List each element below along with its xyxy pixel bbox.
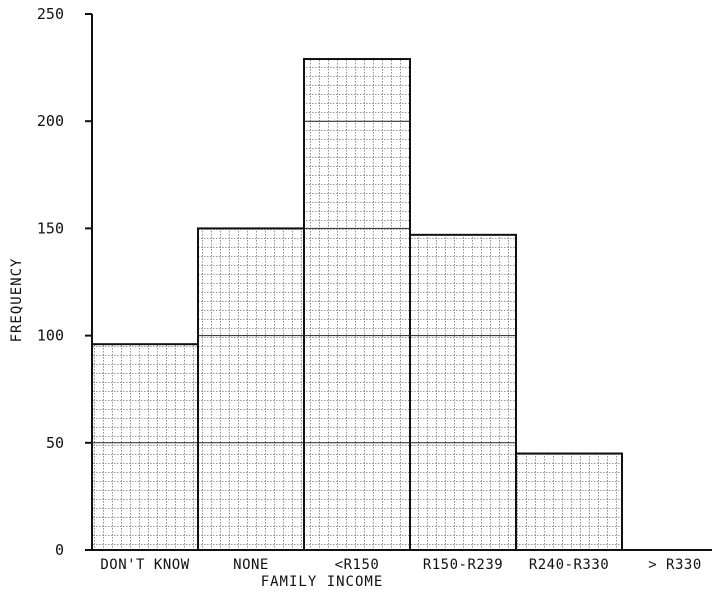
category-label: R150-R239 <box>423 557 503 573</box>
category-label: > R330 <box>648 557 702 573</box>
axes-layer <box>85 13 712 551</box>
y-tick-label: 50 <box>46 434 64 452</box>
bar-1 <box>197 227 305 551</box>
bars-layer <box>91 58 623 552</box>
y-tick-label: 100 <box>37 327 64 345</box>
category-label: NONE <box>233 557 269 573</box>
y-tick-label: 0 <box>55 541 64 559</box>
bar-2 <box>303 58 411 552</box>
category-label: R240-R330 <box>529 557 609 573</box>
category-label: DON'T KNOW <box>100 557 189 573</box>
y-tick-label: 200 <box>37 112 64 130</box>
x-axis-title: FAMILY INCOME <box>261 574 384 590</box>
bar-0 <box>91 343 199 551</box>
y-tick-label: 250 <box>37 5 64 23</box>
category-label: <R150 <box>335 557 380 573</box>
y-tick-label: 150 <box>37 219 64 237</box>
labels-layer: 0 50 100 150 200 250 DON'T KNOW NONE <R150 R150-R… <box>9 5 702 590</box>
bar-4 <box>515 452 623 551</box>
y-axis-title: FREQUENCY <box>9 258 25 343</box>
bar-3 <box>409 233 517 551</box>
